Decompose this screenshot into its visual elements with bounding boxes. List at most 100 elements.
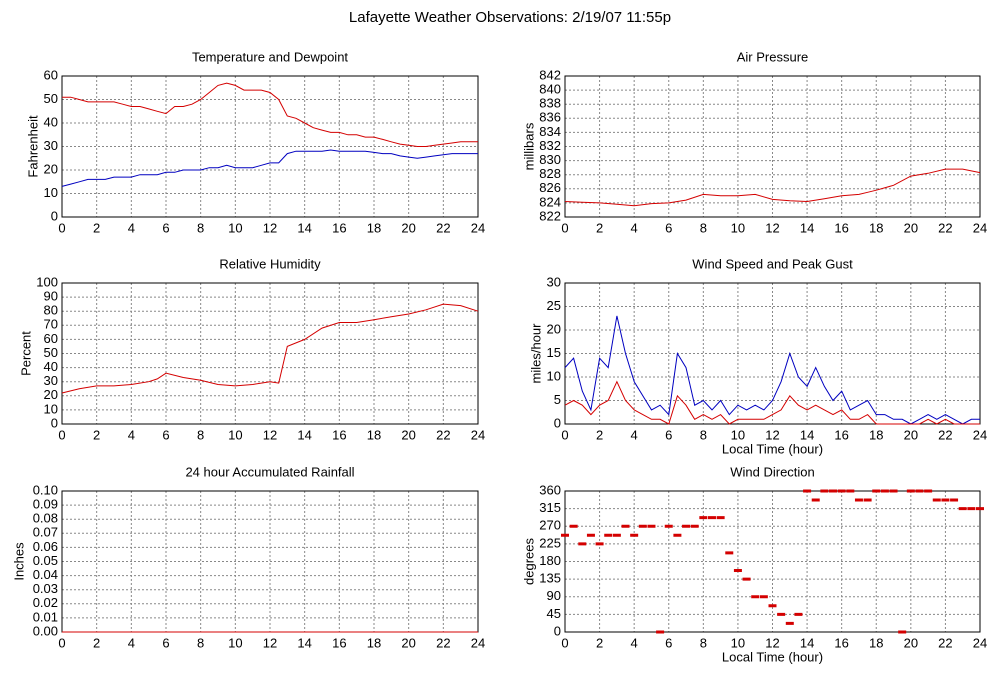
point [638, 524, 647, 528]
y-tick-label: 50 [44, 345, 58, 360]
y-tick-label: 0.10 [33, 482, 58, 497]
y-tick-label: 832 [539, 138, 561, 153]
point [820, 489, 829, 493]
y-tick-label: 0.03 [33, 581, 58, 596]
x-tick-label: 20 [904, 635, 918, 650]
x-tick-label: 8 [700, 635, 707, 650]
x-tick-label: 8 [700, 427, 707, 442]
x-tick-label: 20 [904, 427, 918, 442]
plot-frame [564, 75, 981, 218]
chart-title: Relative Humidity [219, 256, 321, 271]
y-tick-label: 50 [44, 91, 58, 106]
x-tick-label: 14 [297, 220, 311, 235]
x-tick-label: 10 [228, 220, 242, 235]
y-tick-label: 842 [539, 67, 561, 82]
x-tick-label: 24 [471, 427, 485, 442]
y-axis-label: Percent [18, 331, 33, 376]
x-tick-label: 0 [58, 427, 65, 442]
y-axis-label: Inches [11, 542, 26, 581]
x-tick-label: 14 [800, 220, 814, 235]
y-tick-label: 838 [539, 96, 561, 111]
y-axis-label: millibars [521, 122, 536, 170]
point [673, 533, 682, 537]
x-tick-label: 22 [938, 635, 952, 650]
x-tick-label: 16 [834, 635, 848, 650]
x-tick-label: 22 [938, 220, 952, 235]
x-tick-label: 18 [869, 220, 883, 235]
y-tick-label: 10 [44, 401, 58, 416]
plot-frame [564, 282, 981, 425]
x-tick-label: 14 [297, 427, 311, 442]
point [941, 498, 950, 502]
point [829, 489, 838, 493]
x-tick-label: 4 [128, 635, 135, 650]
point [976, 507, 984, 511]
point [906, 489, 915, 493]
x-tick-label: 16 [834, 427, 848, 442]
point [656, 630, 665, 634]
y-tick-label: 40 [44, 359, 58, 374]
y-tick-label: 824 [539, 194, 561, 209]
y-tick-label: 0.01 [33, 609, 58, 624]
x-tick-label: 24 [973, 635, 987, 650]
x-tick-label: 18 [869, 635, 883, 650]
y-tick-label: 0.08 [33, 511, 58, 526]
point [586, 533, 595, 537]
x-tick-label: 20 [401, 220, 415, 235]
y-tick-label: 0 [51, 415, 58, 430]
x-tick-label: 2 [596, 427, 603, 442]
y-tick-label: 20 [44, 161, 58, 176]
x-tick-label: 24 [471, 220, 485, 235]
point [604, 533, 613, 537]
x-tick-label: 6 [162, 220, 169, 235]
x-tick-label: 2 [93, 635, 100, 650]
point [768, 604, 777, 608]
point [682, 524, 691, 528]
point [924, 489, 933, 493]
y-tick-label: 0 [554, 415, 561, 430]
y-tick-label: 90 [44, 289, 58, 304]
x-tick-label: 22 [436, 427, 450, 442]
point [630, 533, 639, 537]
x-tick-label: 20 [401, 635, 415, 650]
y-tick-label: 270 [539, 518, 561, 533]
y-tick-label: 25 [547, 298, 561, 313]
y-tick-label: 10 [547, 368, 561, 383]
x-tick-label: 6 [665, 427, 672, 442]
y-tick-label: 0.07 [33, 525, 58, 540]
series-line [61, 149, 478, 187]
x-tick-label: 24 [471, 635, 485, 650]
point [612, 533, 621, 537]
x-tick-label: 24 [973, 427, 987, 442]
y-tick-label: 840 [539, 82, 561, 97]
x-tick-label: 8 [197, 427, 204, 442]
y-tick-label: 360 [539, 482, 561, 497]
chart-title: Temperature and Dewpoint [192, 49, 348, 64]
chart-title: 24 hour Accumulated Rainfall [185, 464, 354, 479]
y-tick-label: 834 [539, 124, 561, 139]
x-tick-label: 12 [765, 635, 779, 650]
point [967, 507, 976, 511]
point [742, 577, 751, 581]
point [733, 569, 742, 573]
point [854, 498, 863, 502]
x-tick-label: 16 [332, 635, 346, 650]
x-tick-label: 12 [765, 427, 779, 442]
x-tick-label: 0 [58, 220, 65, 235]
y-tick-label: 836 [539, 110, 561, 125]
x-tick-label: 0 [561, 427, 568, 442]
point [950, 498, 959, 502]
x-tick-label: 6 [665, 635, 672, 650]
y-tick-label: 90 [547, 588, 561, 603]
y-tick-label: 0.00 [33, 623, 58, 638]
point [725, 551, 734, 555]
x-tick-label: 12 [263, 427, 277, 442]
point [751, 595, 760, 599]
page-title: Lafayette Weather Observations: 2/19/07 … [349, 9, 671, 26]
x-tick-label: 22 [436, 220, 450, 235]
point [785, 621, 794, 625]
x-tick-label: 18 [367, 220, 381, 235]
y-tick-label: 180 [539, 553, 561, 568]
x-tick-label: 4 [128, 220, 135, 235]
